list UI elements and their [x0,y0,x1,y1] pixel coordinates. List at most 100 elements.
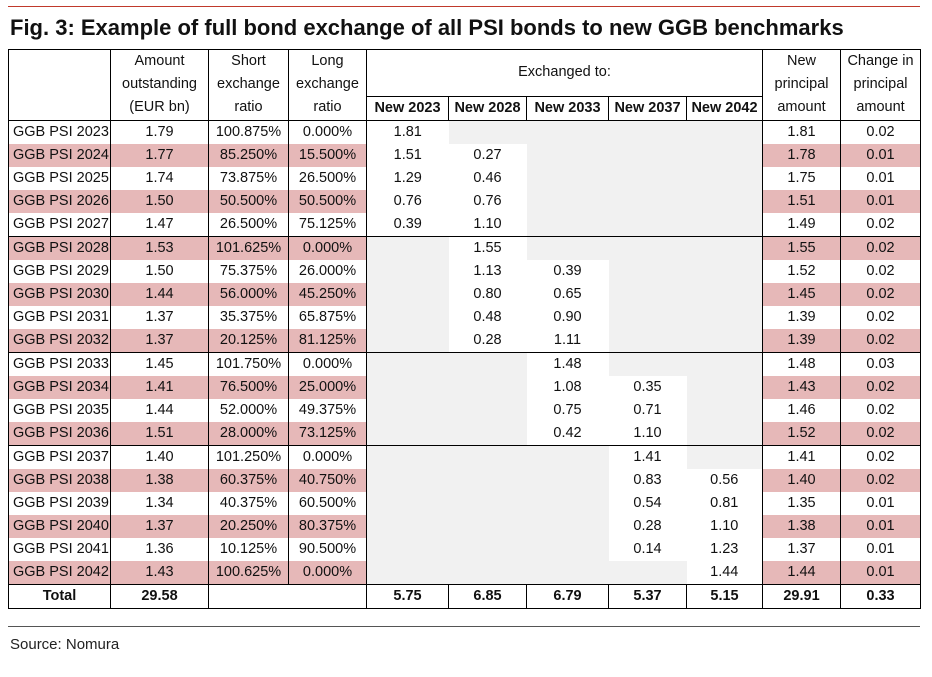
exchange-to-new-2037: 1.41 [608,445,687,469]
amount-outstanding: 1.53 [110,236,209,260]
exchange-to-new-2037 [608,282,687,306]
total-new-principal: 29.91 [762,583,841,609]
long-exchange-ratio: 65.875% [288,305,367,329]
long-exchange-ratio: 0.000% [288,120,367,144]
long-exchange-ratio: 50.500% [288,189,367,213]
exchange-to-new-2033 [526,120,609,144]
exchange-to-new-2023 [366,375,449,399]
exchange-to-new-2028 [448,120,527,144]
exchange-to-new-2042 [686,352,763,376]
exchange-to-new-2028 [448,421,527,446]
exchange-to-new-2023 [366,259,449,283]
total-short-empty [208,583,289,609]
exchange-to-new-2042 [686,120,763,144]
change-in-principal: 0.03 [840,352,921,376]
header-amount-line1: Amount [110,49,209,73]
exchange-to-new-2033 [526,537,609,561]
exchange-to-new-2023 [366,491,449,515]
change-in-principal: 0.01 [840,491,921,515]
amount-outstanding: 1.51 [110,421,209,446]
new-principal-amount: 1.39 [762,328,841,353]
exchange-to-new-2037 [608,352,687,376]
exchange-to-new-2037: 0.28 [608,514,687,538]
bond-name: GGB PSI 2038 [8,468,111,492]
exchange-to-new-2033 [526,143,609,167]
exchange-to-new-2037: 0.83 [608,468,687,492]
change-in-principal: 0.02 [840,421,921,446]
exchange-to-new-2033 [526,514,609,538]
amount-outstanding: 1.36 [110,537,209,561]
amount-outstanding: 1.50 [110,259,209,283]
exchange-to-new-2033: 0.65 [526,282,609,306]
header-long-line3: ratio [288,96,367,121]
exchange-to-new-2042 [686,375,763,399]
exchange-to-new-2037 [608,305,687,329]
header-row-3: (EUR bn) ratio ratio New 2023 New 2028 N… [8,95,921,121]
new-principal-amount: 1.81 [762,120,841,144]
short-exchange-ratio: 101.250% [208,445,289,469]
exchange-to-new-2028 [448,375,527,399]
bond-name: GGB PSI 2039 [8,491,111,515]
table-row: GGB PSI 2025 1.74 73.875% 26.500% 1.29 0.46 1.… [8,166,921,190]
table-row: GGB PSI 2026 1.50 50.500% 50.500% 0.76 0.76 1.… [8,189,921,213]
table-row: GGB PSI 2038 1.38 60.375% 40.750% 0.83 0.56 1.… [8,468,921,492]
header-short-line1: Short [208,49,289,73]
exchange-to-new-2033 [526,491,609,515]
header-newp-line2: principal [762,73,841,96]
header-row-1: Amount Short Long Exchanged to: New Chan… [8,49,921,96]
exchange-to-new-2037 [608,560,687,585]
exchange-to-new-2037 [608,166,687,190]
exchange-to-new-2037 [608,328,687,353]
exchange-to-new-2023 [366,398,449,422]
bond-name: GGB PSI 2026 [8,189,111,213]
exchange-to-new-2042 [686,398,763,422]
long-exchange-ratio: 73.125% [288,421,367,446]
short-exchange-ratio: 20.125% [208,328,289,353]
new-principal-amount: 1.35 [762,491,841,515]
amount-outstanding: 1.45 [110,352,209,376]
table-row: GGB PSI 2036 1.51 28.000% 73.125% 0.42 1.10 1.… [8,421,921,446]
header-newp-line3: amount [762,96,841,121]
exchange-to-new-2042: 0.56 [686,468,763,492]
change-in-principal: 0.01 [840,143,921,167]
source-note: Source: Nomura [10,636,120,653]
long-exchange-ratio: 80.375% [288,514,367,538]
new-principal-amount: 1.52 [762,421,841,446]
bond-exchange-table: Amount Short Long Exchanged to: New Chan… [8,49,921,609]
long-exchange-ratio: 81.125% [288,328,367,353]
exchange-to-new-2042 [686,445,763,469]
exchange-to-new-2037: 0.14 [608,537,687,561]
exchange-to-new-2028 [448,537,527,561]
header-short-line2: exchange [208,73,289,96]
header-new-2023: New 2023 [366,95,449,121]
short-exchange-ratio: 100.875% [208,120,289,144]
exchange-to-new-2037: 0.35 [608,375,687,399]
bond-name: GGB PSI 2035 [8,398,111,422]
header-amount-line2: outstanding [110,73,209,96]
change-in-principal: 0.02 [840,468,921,492]
table-row: GGB PSI 2031 1.37 35.375% 65.875% 0.48 0.90 1.… [8,305,921,329]
exchange-to-new-2023 [366,421,449,446]
header-new-2037: New 2037 [608,95,687,121]
long-exchange-ratio: 26.000% [288,259,367,283]
change-in-principal: 0.01 [840,514,921,538]
table-row: GGB PSI 2030 1.44 56.000% 45.250% 0.80 0.65 1.… [8,282,921,306]
exchange-to-new-2037 [608,212,687,237]
short-exchange-ratio: 26.500% [208,212,289,237]
exchange-to-new-2023 [366,560,449,585]
amount-outstanding: 1.44 [110,398,209,422]
table-row: GGB PSI 2040 1.37 20.250% 80.375% 0.28 1.10 1.… [8,514,921,538]
exchange-to-new-2028: 0.76 [448,189,527,213]
exchange-to-new-2042: 1.23 [686,537,763,561]
header-short-line3: ratio [208,96,289,121]
long-exchange-ratio: 75.125% [288,212,367,237]
amount-outstanding: 1.34 [110,491,209,515]
total-long-empty [288,583,367,609]
long-exchange-ratio: 0.000% [288,560,367,585]
total-exchange-new-2037: 5.37 [608,583,687,609]
long-exchange-ratio: 49.375% [288,398,367,422]
change-in-principal: 0.01 [840,189,921,213]
header-exchanged-to: Exchanged to: [366,49,763,96]
amount-outstanding: 1.43 [110,560,209,585]
table-row: GGB PSI 2034 1.41 76.500% 25.000% 1.08 0.35 1.… [8,375,921,399]
